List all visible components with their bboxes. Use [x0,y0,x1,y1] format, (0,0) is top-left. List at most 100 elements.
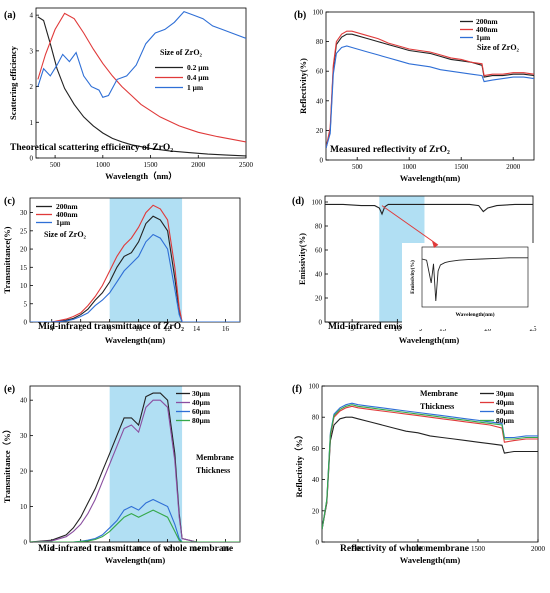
x-tick-label: 10 [135,545,143,553]
y-tick-label: 15 [20,264,28,272]
series-line-400nm [326,30,534,149]
series-line-1m [37,10,246,98]
x-tick-label: 1500 [471,545,486,553]
legend-label: 40μm [496,398,515,407]
y-tick-label: 0 [320,157,324,165]
x-tick-label: 5 [350,325,354,333]
x-tick-label: 1500 [144,161,159,169]
x-tick-label: 6 [79,545,83,553]
x-tick-label: 14 [193,545,201,553]
x-tick-label: 8 [108,325,112,333]
y-tick-label: 30 [20,209,28,217]
panel-label: (a) [4,10,16,21]
series-line-80m [322,404,538,530]
y-tick-label: 20 [315,295,323,303]
y-tick-label: 0 [30,155,34,163]
plot-frame [29,197,241,323]
panel-a: 500 1000 1500 2000 2500 0 1 2 3 4 (a) Wavelength（nm… [4,7,254,181]
legend: 0.2 μm0.4 μm1 μm Size of ZrO₂ [155,48,210,92]
panel-d: 510152025020406080100(d)Wavelength(nm)Em… [292,195,537,345]
y-tick-label: 20 [312,507,320,515]
panel-label: (f) [292,384,302,395]
legend-title: Size of ZrO₂ [160,48,203,57]
x-tick-label: 2500 [239,161,254,169]
y-axis-label: Scattering efficiency [8,45,18,120]
x-axis-label: Wavelength（nm） [105,171,177,181]
inset-pointer-arrow [381,205,439,246]
series-line-400nm [30,204,240,322]
y-tick-label: 80 [316,38,324,46]
x-tick-label: 16 [222,545,230,553]
panel-annotation: Mid-infrared emissivity of PTFE [328,322,461,332]
legend-label: 60μm [192,407,211,416]
inset-frame [421,246,529,308]
y-tick-label: 100 [312,199,323,207]
series-line-1m [326,45,534,149]
x-axis-label: Wavelength(nm) [105,555,166,565]
x-tick-label: 8 [108,545,112,553]
y-tick-label: 40 [315,271,323,279]
x-tick-label: 14 [193,325,201,333]
legend-label: 30μm [192,389,211,398]
legend-title: Membrane Thickness [420,389,458,411]
inset-plot: Wavelength(nm) Emissivity(%) [402,243,534,329]
series-line-200nm [326,33,534,149]
y-axis-label: Reflectivity(%) [298,58,308,114]
arrow-head [432,241,438,248]
x-tick-label: 1000 [402,163,417,171]
panel-annotation: Theoretical scattering efficiency of ZrO… [10,143,173,153]
plot-frame [35,7,247,159]
y-axis-label: Emissivity(%) [297,233,307,285]
y-tick-label: 80 [312,414,320,422]
legend-label: 1 μm [187,83,204,92]
y-tick-label: 100 [313,9,324,17]
legend-label: 1μm [476,33,491,42]
x-tick-label: 6 [79,325,83,333]
x-axis-label: Wavelength(nm) [400,173,461,183]
x-tick-label: 10 [394,325,402,333]
transmission-window-band [109,386,183,542]
plot-frame [321,385,539,543]
legend-label: 200nm [56,202,78,211]
legend-label: 60μm [496,407,515,416]
x-tick-label: 4 [50,325,54,333]
y-tick-label: 5 [24,300,28,308]
legend-label: 80μm [192,416,211,425]
y-tick-label: 0 [24,319,28,327]
x-axis-label: Wavelength(nm) [105,335,166,345]
panel-annotation: Measured reflectivity of ZrO₂ [330,145,450,155]
x-tick-label: 2000 [531,545,546,553]
panel-annotation: Reflectivity of whole membrane [340,544,469,554]
x-axis-label: Wavelength(nm) [399,335,460,345]
y-tick-label: 60 [316,68,324,76]
legend-title: Size of ZrO₂ [477,43,520,52]
y-tick-label: 3 [30,47,34,55]
y-tick-label: 0 [24,539,28,547]
legend-label: 40μm [192,398,211,407]
transmission-window-band [109,198,183,322]
plot-frame [29,385,241,543]
legend-label: 0.2 μm [187,63,210,72]
legend-label: 400nm [476,25,498,34]
inset-series-line [421,257,528,302]
legend-title: Size of ZrO₂ [44,230,87,239]
y-tick-label: 10 [20,503,28,511]
x-tick-label: 1500 [454,163,469,171]
x-tick-label: 10 [135,325,143,333]
y-axis-label: Reflectivity（%） [294,430,304,497]
legend-label: 30μm [496,389,515,398]
x-tick-label: 500 [352,163,363,171]
series-line-40m [30,399,240,542]
y-tick-label: 2 [30,83,34,91]
x-tick-label: 16 [222,325,230,333]
y-tick-label: 40 [316,97,324,105]
y-tick-label: 4 [30,12,34,20]
series-line-200nm [30,215,240,322]
y-tick-label: 40 [20,397,28,405]
panel-annotation: Mid-infrared transmittance of whole memb… [38,544,233,554]
legend-label: 400nm [56,210,78,219]
